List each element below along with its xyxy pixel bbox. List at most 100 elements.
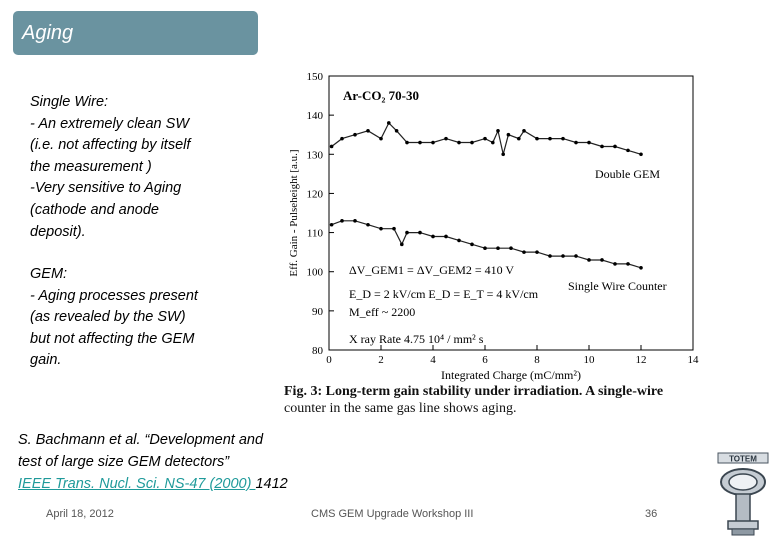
- y-tick-label: 120: [307, 188, 324, 200]
- data-point: [561, 136, 565, 141]
- data-point: [587, 140, 591, 145]
- data-point: [522, 129, 526, 133]
- x-tick-label: 0: [326, 354, 332, 366]
- y-tick-label: 100: [307, 267, 324, 279]
- data-point: [639, 152, 643, 157]
- data-point: [639, 266, 643, 270]
- data-point: [353, 132, 357, 137]
- data-point: [340, 136, 344, 141]
- footer-event: CMS GEM Upgrade Workshop III: [311, 508, 474, 520]
- data-point: [431, 234, 435, 239]
- data-point: [626, 262, 630, 266]
- text-line: gain.: [30, 352, 62, 369]
- data-point: [394, 129, 399, 133]
- data-point: [501, 152, 505, 157]
- logo-text: TOTEM: [729, 455, 757, 464]
- x-axis-label: Integrated Charge (mC/mm²): [441, 368, 581, 382]
- data-point: [613, 144, 617, 149]
- data-point: [387, 121, 391, 125]
- data-point: [600, 144, 604, 149]
- x-tick-label: 4: [430, 354, 436, 366]
- data-point: [366, 222, 370, 227]
- y-axis-label: Eff. Gain - Pulseheight [a.u.]: [288, 149, 300, 276]
- x-tick-label: 12: [636, 354, 647, 366]
- data-point: [548, 136, 552, 141]
- text-line: -Very sensitive to Aging: [30, 180, 182, 197]
- data-point: [392, 226, 396, 231]
- data-point: [457, 238, 461, 243]
- data-point: [561, 254, 565, 258]
- field-annotation: E_D = 2 kV/cm E_D = E_T = 4 kV/cm: [349, 287, 539, 301]
- text-line: (i.e. not affecting by itself: [30, 137, 191, 154]
- gain-chart: 0 2 4 6 8 10 12 14 80 90 100 110 120 130 140 150 Ar-CO₂…: [288, 71, 700, 382]
- x-tick-label: 14: [688, 354, 700, 366]
- rate-annotation: X ray Rate 4.75 10⁴ / mm² s: [349, 332, 484, 346]
- data-point: [444, 136, 448, 141]
- caption-line: counter in the same gas line shows aging…: [284, 401, 517, 416]
- text-line: GEM:: [30, 266, 68, 282]
- data-point: [522, 250, 526, 254]
- x-tick-label: 10: [584, 354, 596, 366]
- data-point: [418, 230, 422, 235]
- data-point: [496, 129, 500, 133]
- totem-logo-icon: TOTEM: [717, 452, 769, 536]
- x-tick-label: 8: [534, 354, 540, 366]
- data-point: [600, 258, 604, 262]
- text-line: (cathode and anode: [30, 201, 159, 218]
- single-wire-text: Single Wire: - An extremely clean SW (i.…: [30, 92, 190, 243]
- gem-text: GEM: - Aging processes present (as revea…: [30, 264, 198, 372]
- reference-citation: IEEE Trans. Nucl. Sci. NS-47 (2000) 1412: [18, 473, 288, 495]
- series-label-double-gem: Double GEM: [595, 167, 660, 181]
- data-point: [405, 140, 409, 145]
- data-point: [470, 140, 474, 145]
- data-point: [444, 234, 448, 239]
- data-point: [379, 226, 383, 231]
- data-point: [517, 136, 521, 141]
- text-line: the measurement ): [30, 158, 152, 175]
- series-line-1: [331, 220, 642, 269]
- text-line: (as revealed by the SW): [30, 309, 186, 326]
- y-tick-label: 140: [307, 110, 324, 122]
- meff-annotation: M_eff ~ 2200: [349, 305, 415, 319]
- data-point: [329, 144, 334, 149]
- reference-page: 1412: [255, 476, 288, 492]
- data-point: [496, 246, 500, 251]
- reference-line: test of large size GEM detectors”: [18, 454, 230, 470]
- data-point: [491, 140, 495, 145]
- footer-date: April 18, 2012: [46, 508, 114, 520]
- data-point: [613, 262, 617, 266]
- chart-points: [329, 121, 643, 270]
- data-point: [400, 242, 404, 247]
- data-point: [574, 254, 578, 258]
- series-label-single-wire: Single Wire Counter: [568, 279, 667, 293]
- data-point: [457, 140, 461, 145]
- data-point: [418, 140, 422, 145]
- text-line: but not affecting the GEM: [30, 330, 195, 347]
- x-tick-label: 6: [482, 354, 488, 366]
- reference-line: S. Bachmann et al. “Development and: [18, 432, 264, 448]
- data-point: [353, 219, 357, 223]
- data-point: [366, 129, 370, 133]
- slide-title: Aging: [22, 22, 74, 44]
- voltage-annotation: ΔV_GEM1 = ΔV_GEM2 = 410 V: [349, 263, 514, 277]
- text-line: deposit).: [30, 223, 86, 240]
- reference-link[interactable]: IEEE Trans. Nucl. Sci. NS-47 (2000): [18, 476, 256, 492]
- data-point: [329, 222, 334, 227]
- data-point: [548, 254, 552, 258]
- data-point: [509, 246, 513, 251]
- x-tick-label: 2: [378, 354, 384, 366]
- data-point: [379, 136, 383, 141]
- title-bar: Aging: [13, 11, 258, 55]
- data-point: [483, 246, 487, 251]
- data-point: [405, 230, 409, 235]
- chart-ticks: 0 2 4 6 8 10 12 14 80 90 100 110 120 130 140 150: [307, 71, 700, 366]
- text-line: - An extremely clean SW: [30, 115, 190, 132]
- figure-caption: Fig. 3: Long-term gain stability under i…: [284, 383, 663, 417]
- data-point: [470, 242, 474, 247]
- data-point: [574, 140, 578, 145]
- footer-page-number: 36: [645, 508, 658, 520]
- data-point: [535, 136, 539, 141]
- reference: S. Bachmann et al. “Development and test…: [18, 429, 288, 495]
- data-point: [587, 258, 591, 262]
- y-tick-label: 90: [312, 306, 324, 318]
